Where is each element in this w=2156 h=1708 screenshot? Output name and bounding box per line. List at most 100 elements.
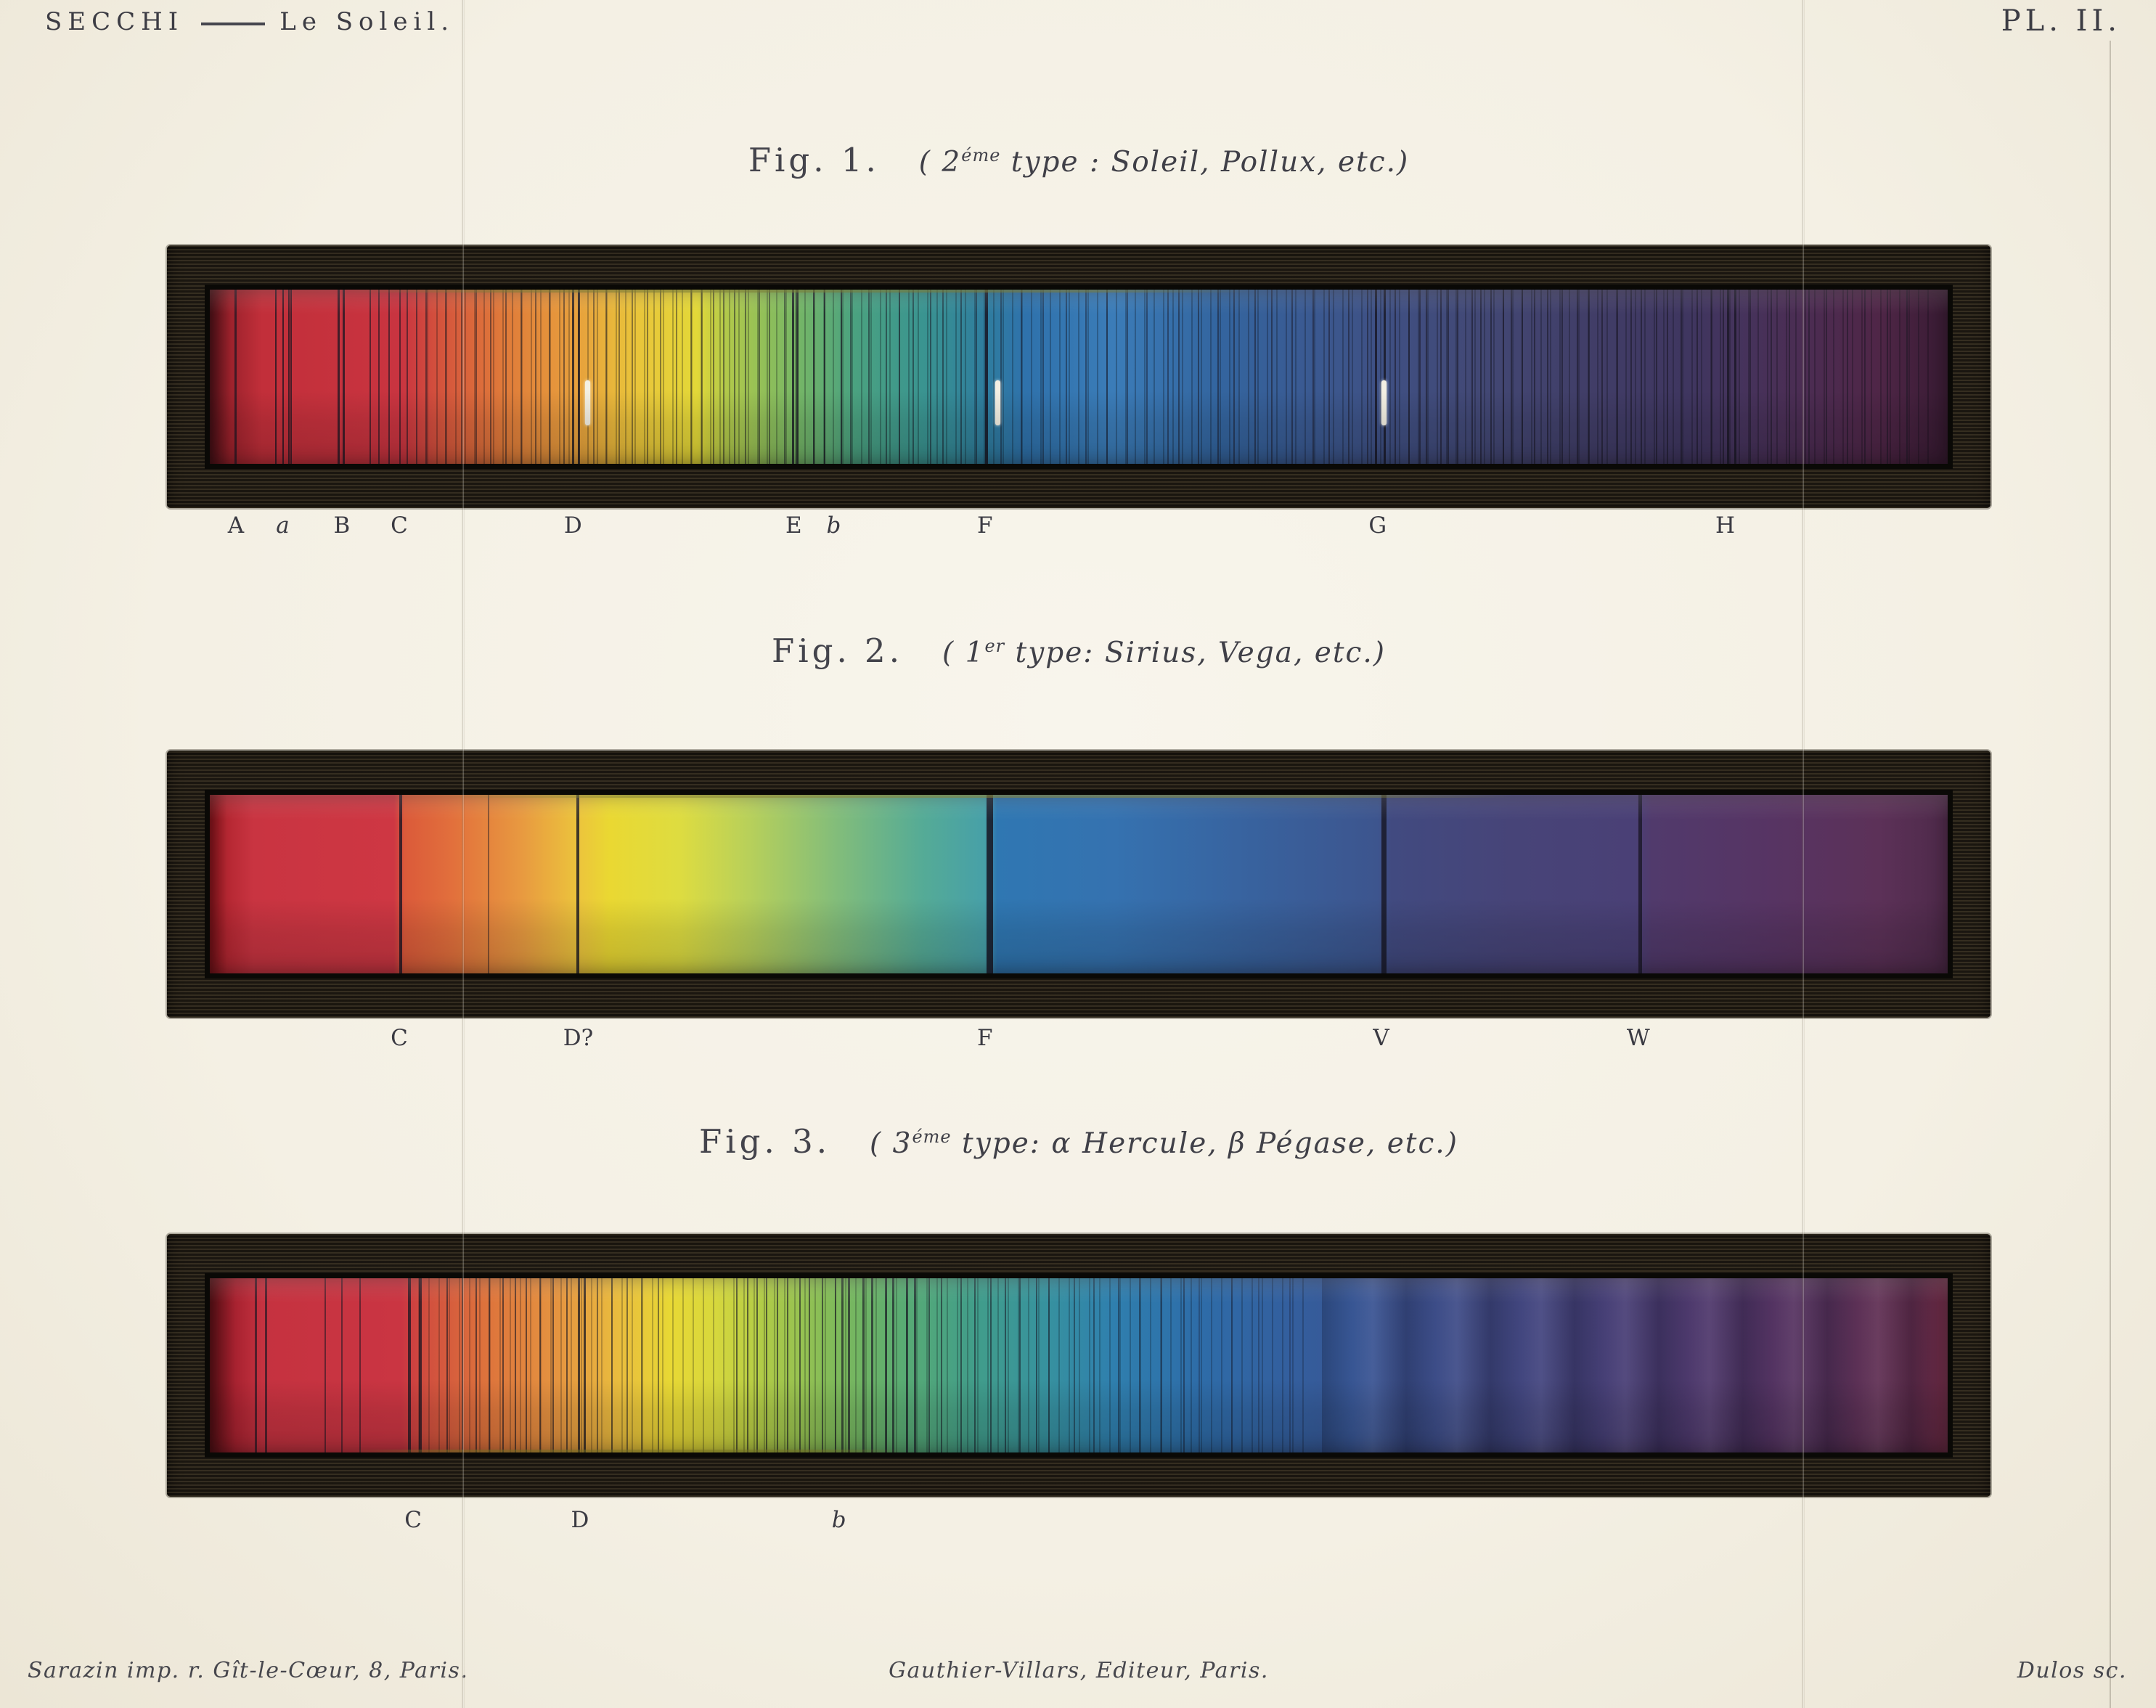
absorption-line <box>1127 290 1129 464</box>
absorption-line <box>1198 1278 1200 1452</box>
color-bleed-edge <box>348 1450 905 1452</box>
absorption-line <box>462 1278 464 1452</box>
absorption-line <box>1457 290 1459 464</box>
absorption-line <box>605 290 608 464</box>
absorption-line <box>1073 1278 1075 1452</box>
absorption-line <box>1534 290 1536 464</box>
absorption-line <box>626 1278 628 1452</box>
absorption-line <box>565 1278 568 1452</box>
fraunhofer-label-C: C <box>391 1025 408 1051</box>
absorption-line <box>1291 290 1293 464</box>
white-slit-mark <box>585 380 591 426</box>
absorption-line <box>234 290 237 464</box>
absorption-line <box>1511 290 1513 464</box>
publisher-imprint: Gauthier-Villars, Editeur, Paris. <box>889 1658 1269 1683</box>
absorption-line <box>1161 1278 1163 1452</box>
absorption-line <box>722 290 724 464</box>
absorption-line <box>1198 290 1200 464</box>
absorption-line <box>840 290 842 464</box>
absorption-line <box>822 1278 824 1452</box>
absorption-line <box>618 290 620 464</box>
absorption-line <box>1381 795 1387 973</box>
absorption-line <box>1471 290 1474 464</box>
absorption-line <box>690 290 692 464</box>
absorption-line <box>1177 290 1180 464</box>
absorption-line <box>1146 290 1148 464</box>
absorption-line <box>660 290 662 464</box>
absorption-line <box>913 1278 916 1452</box>
absorption-line <box>960 290 962 464</box>
absorption-line <box>1490 290 1493 464</box>
absorption-line <box>745 290 747 464</box>
absorption-line <box>1408 290 1410 464</box>
absorption-line <box>416 290 418 464</box>
fraunhofer-label-D?: D? <box>563 1025 594 1051</box>
title-separator-rule <box>201 23 266 25</box>
spectrum-band-1 <box>210 290 1948 464</box>
figure-2-type: ( 1er type: Sirius, Vega, etc.) <box>942 636 1386 669</box>
absorption-line <box>1233 290 1235 464</box>
color-bleed-edge <box>436 795 1514 798</box>
absorption-line <box>1000 290 1003 464</box>
figure-1-type: ( 2éme type : Soleil, Pollux, etc.) <box>919 145 1409 179</box>
absorption-line <box>1347 290 1349 464</box>
figure-1-number: Fig. 1. <box>748 141 880 179</box>
fraunhofer-label-G: G <box>1368 512 1387 539</box>
absorption-line <box>640 1278 642 1452</box>
absorption-line <box>1808 290 1810 464</box>
absorption-line <box>928 1278 930 1452</box>
caption-ordinal-suffix: éme <box>961 145 1001 166</box>
absorption-line <box>1789 290 1791 464</box>
absorption-line <box>1617 290 1619 464</box>
color-bleed-edge <box>348 290 1253 293</box>
absorption-line <box>1640 290 1642 464</box>
figure-3-frame <box>167 1234 1990 1497</box>
spectrum-band-3 <box>210 1278 1948 1452</box>
absorption-line <box>1118 1278 1120 1452</box>
absorption-line <box>1312 290 1314 464</box>
absorption-line <box>359 1278 362 1452</box>
figure-2-caption: Fig. 2. ( 1er type: Sirius, Vega, etc.) <box>167 632 1990 670</box>
caption-ordinal-suffix: er <box>984 636 1005 656</box>
absorption-line <box>1547 290 1549 464</box>
absorption-line <box>254 1278 257 1452</box>
absorption-line <box>552 1278 554 1452</box>
fraunhofer-label-E: E <box>785 512 802 539</box>
absorption-line <box>1138 1278 1140 1452</box>
absorption-line <box>520 290 523 464</box>
absorption-line <box>646 290 648 464</box>
absorption-line <box>912 290 914 464</box>
absorption-line <box>526 1278 528 1452</box>
absorption-line <box>475 1278 478 1452</box>
absorption-line <box>746 1278 748 1452</box>
absorption-line <box>378 290 380 464</box>
spectrum-band-2 <box>210 795 1948 973</box>
figure-1-caption: Fig. 1. ( 2éme type : Soleil, Pollux, etc… <box>167 141 1990 179</box>
absorption-line <box>1521 290 1523 464</box>
absorption-line <box>847 1278 850 1452</box>
fraunhofer-label-H: H <box>1715 512 1736 539</box>
figure-3-band-inner <box>205 1273 1953 1458</box>
absorption-line <box>1576 290 1578 464</box>
absorption-line <box>548 290 550 464</box>
absorption-line <box>1723 290 1725 464</box>
absorption-line <box>941 1278 943 1452</box>
absorption-line <box>288 290 290 464</box>
absorption-line <box>419 1278 422 1452</box>
absorption-line <box>505 290 507 464</box>
absorption-line <box>572 290 575 464</box>
absorption-line <box>766 1278 768 1452</box>
absorption-line <box>1503 290 1505 464</box>
fraunhofer-label-C: C <box>404 1507 422 1533</box>
caption-star-list: type: α Hercule, β Pégase, etc.) <box>951 1127 1458 1160</box>
figure-3-caption: Fig. 3. ( 3éme type: α Hercule, β Pégase,… <box>167 1122 1990 1161</box>
absorption-line <box>871 1278 874 1452</box>
absorption-line <box>475 290 477 464</box>
absorption-line <box>399 795 402 973</box>
absorption-line <box>611 1278 613 1452</box>
caption-type-number: 3 <box>892 1127 912 1160</box>
absorption-line <box>786 1278 788 1452</box>
absorption-line <box>1710 290 1712 464</box>
absorption-line <box>1681 290 1683 464</box>
